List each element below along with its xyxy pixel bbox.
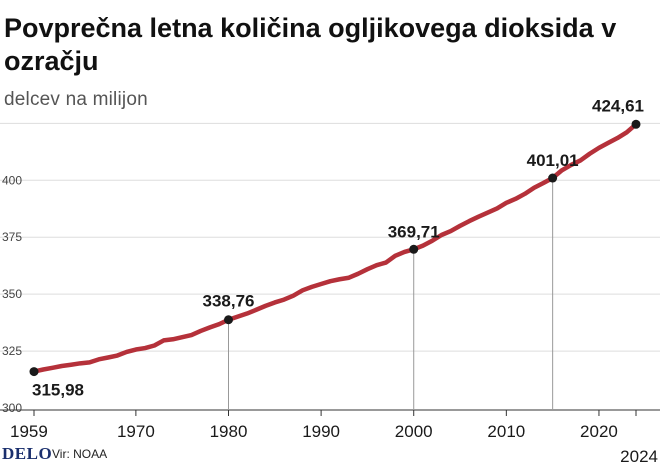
x-tick-label: 2010: [487, 422, 525, 441]
y-tick-label: 325: [2, 344, 22, 358]
data-label: 315,98: [32, 381, 84, 400]
data-point-marker: [223, 315, 233, 325]
x-tick-label: 1990: [302, 422, 340, 441]
annotation-guides: [227, 178, 554, 410]
annotation-markers: [29, 119, 641, 377]
annotation-labels: 315,98 338,76 369,71 401,01 424,61: [32, 96, 644, 399]
x-tick-label: 1959: [10, 422, 48, 441]
data-point-marker: [409, 244, 419, 254]
series-line: [31, 122, 639, 374]
y-tick-label: 400: [2, 173, 22, 187]
x-tick-label: 2000: [395, 422, 433, 441]
data-label: 338,76: [202, 292, 254, 311]
x-tick-label: 1970: [117, 422, 155, 441]
data-label: 369,71: [388, 222, 440, 241]
chart-title: Povprečna letna količina ogljikovega dio…: [4, 13, 617, 76]
y-tick-label: 375: [2, 230, 22, 244]
y-tick-label: 300: [2, 401, 22, 415]
y-tick-label: 350: [2, 287, 22, 301]
y-axis-unit-label: delcev na milijon: [4, 89, 148, 110]
x-tick-label: 1980: [210, 422, 248, 441]
data-label: 401,01: [527, 151, 579, 170]
source-note: Vir: NOAA: [52, 447, 108, 461]
data-label: 424,61: [592, 96, 644, 115]
brand-logo: DELO: [2, 444, 53, 463]
y-tick-labels: 300 325 350 375 400: [2, 173, 22, 415]
data-point-marker: [29, 367, 39, 377]
x-tick-label: 2020: [580, 422, 618, 441]
series-layer: [31, 122, 639, 374]
x-tick-label: 2024: [620, 447, 658, 466]
grid-lines: [0, 122, 660, 411]
data-point-marker: [631, 119, 641, 129]
data-point-marker: [548, 173, 558, 183]
